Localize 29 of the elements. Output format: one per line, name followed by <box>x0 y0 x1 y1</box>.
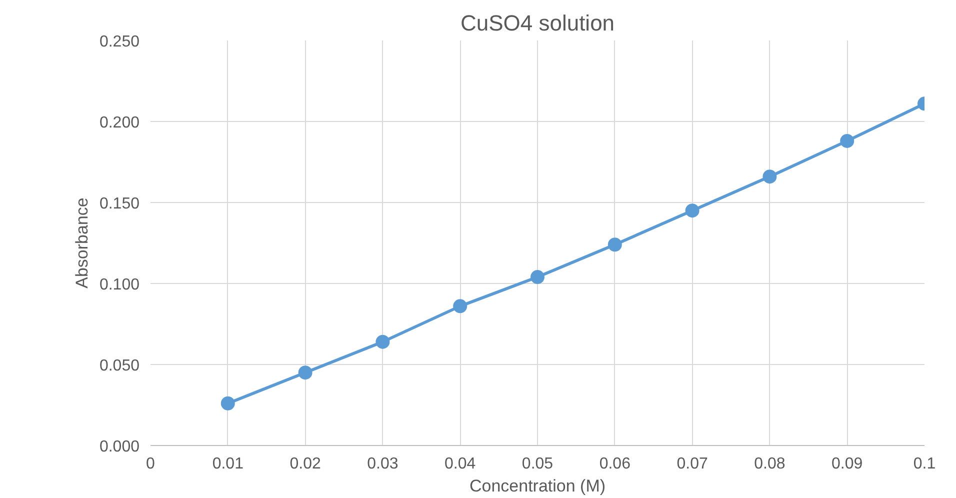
x-tick-label: 0.05 <box>522 456 554 472</box>
point <box>453 299 468 314</box>
chart-title: CuSO4 solution <box>460 10 615 36</box>
point <box>530 270 544 284</box>
y-tick-label: 0.050 <box>99 358 140 374</box>
x-tick-label: 0.08 <box>754 456 786 472</box>
point <box>685 204 700 218</box>
y-axis-title: Absorbance <box>72 198 92 288</box>
point <box>840 134 854 148</box>
x-tick-label: 0.03 <box>367 456 398 472</box>
point <box>298 366 312 380</box>
y-tick-label: 0.250 <box>99 34 140 50</box>
y-tick-label: 0.200 <box>99 114 140 132</box>
x-tick-label: 0.01 <box>212 456 244 472</box>
point <box>376 334 390 349</box>
point <box>608 238 622 252</box>
x-axis-title: Concentration (M) <box>469 476 606 496</box>
x-tick-label: 0.1 <box>913 456 936 472</box>
x-tick-label: 0.02 <box>290 456 321 472</box>
point <box>762 170 777 184</box>
y-tick-label: 0.000 <box>99 438 140 456</box>
y-tick-label: 0.150 <box>99 196 140 212</box>
x-tick-label: 0.06 <box>599 456 631 472</box>
x-tick-label: 0 <box>146 456 156 472</box>
x-tick-label: 0.09 <box>832 456 863 472</box>
y-tick-label: 0.100 <box>99 276 140 294</box>
x-tick-label: 0.07 <box>676 456 708 472</box>
x-tick-label: 0.04 <box>444 456 476 472</box>
point <box>220 396 235 410</box>
